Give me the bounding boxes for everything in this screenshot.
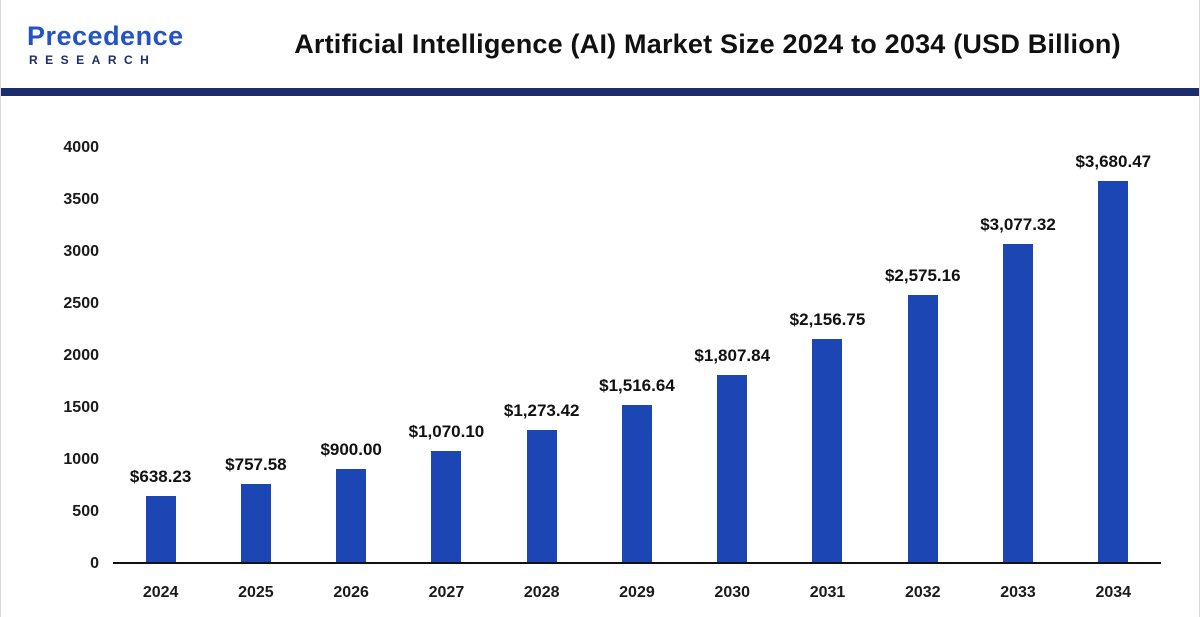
brand-name: Precedence xyxy=(27,20,184,51)
y-tick-label: 4000 xyxy=(63,139,99,156)
x-axis: 2024 2025 2026 2027 2028 2029 2030 2031 2032 2033… xyxy=(113,576,1161,602)
x-axis-label: 2031 xyxy=(809,584,846,601)
y-tick-label: 0 xyxy=(90,555,99,572)
bar-value-label: $2,575.16 xyxy=(884,266,961,286)
bar-value-label: $3,077.32 xyxy=(980,214,1056,234)
bar xyxy=(526,430,557,562)
chart-title: Artificial Intelligence (AI) Market Size… xyxy=(294,28,1121,59)
brand-subtitle: RESEARCH xyxy=(29,52,157,67)
x-axis-label: 2027 xyxy=(428,584,465,601)
y-axis: 0 500 1000 1500 2000 2500 3000 3500 4000 xyxy=(1,139,99,572)
bar-column: $638.23 xyxy=(113,148,208,562)
x-axis-label: 2033 xyxy=(1000,584,1036,601)
bar xyxy=(1098,181,1129,562)
y-tick-label: 1500 xyxy=(63,399,99,416)
brand-logo: Precedence RESEARCH xyxy=(27,20,242,67)
y-tick-label: 500 xyxy=(72,503,99,520)
bar-column: $900.00 xyxy=(304,148,399,562)
bar-column: $3,077.32 xyxy=(970,148,1065,562)
plot-area: $638.23 $757.58 $900.00 $1,070.10 $1,273.42 $… xyxy=(113,148,1161,564)
bar-value-label: $757.58 xyxy=(225,454,287,474)
y-tick-label: 3500 xyxy=(63,191,99,208)
bar-column: $2,156.75 xyxy=(780,148,875,562)
x-axis-label: 2030 xyxy=(714,584,751,601)
bar-column: $2,575.16 xyxy=(875,148,970,562)
bar-value-label: $900.00 xyxy=(320,439,382,459)
y-tick-label: 1000 xyxy=(63,451,99,468)
bar xyxy=(336,468,367,562)
bar-value-label: $2,156.75 xyxy=(789,309,866,329)
bar-column: $1,070.10 xyxy=(399,148,494,562)
bar-value-label: $1,070.10 xyxy=(408,422,485,442)
bar-column: $757.58 xyxy=(208,148,303,562)
header: Precedence RESEARCH Artificial Intellige… xyxy=(1,0,1199,88)
bar-chart: 0 500 1000 1500 2000 2500 3000 3500 4000 $638.23… xyxy=(1,96,1199,617)
bar-value-label: $1,273.42 xyxy=(503,401,580,421)
bar xyxy=(812,338,843,562)
bar-column: $1,273.42 xyxy=(494,148,589,562)
y-tick-label: 3000 xyxy=(63,243,99,260)
bar xyxy=(240,483,271,562)
x-axis-label: 2029 xyxy=(619,584,655,601)
bar xyxy=(1003,243,1034,562)
header-divider xyxy=(1,88,1199,96)
bar-value-label: $638.23 xyxy=(129,466,192,486)
bar xyxy=(621,405,652,562)
y-tick-label: 2000 xyxy=(63,347,99,364)
x-axis-label: 2025 xyxy=(238,584,274,601)
bar-column: $1,516.64 xyxy=(589,148,684,562)
bar xyxy=(145,495,176,562)
bar-value-label: $1,516.64 xyxy=(599,376,675,396)
bar-value-label: $1,807.84 xyxy=(694,345,771,365)
x-axis-label: 2034 xyxy=(1095,584,1132,601)
x-axis-label: 2024 xyxy=(142,584,179,601)
x-axis-label: 2026 xyxy=(333,584,369,601)
bar xyxy=(431,451,462,562)
bar xyxy=(717,374,748,562)
bar-column: $3,680.47 xyxy=(1066,148,1161,562)
bar-column: $1,807.84 xyxy=(685,148,780,562)
x-axis-label: 2028 xyxy=(523,584,560,601)
bar xyxy=(907,295,938,562)
y-tick-label: 2500 xyxy=(63,295,99,312)
bar-value-label: $3,680.47 xyxy=(1075,152,1152,172)
x-axis-label: 2032 xyxy=(904,584,941,601)
